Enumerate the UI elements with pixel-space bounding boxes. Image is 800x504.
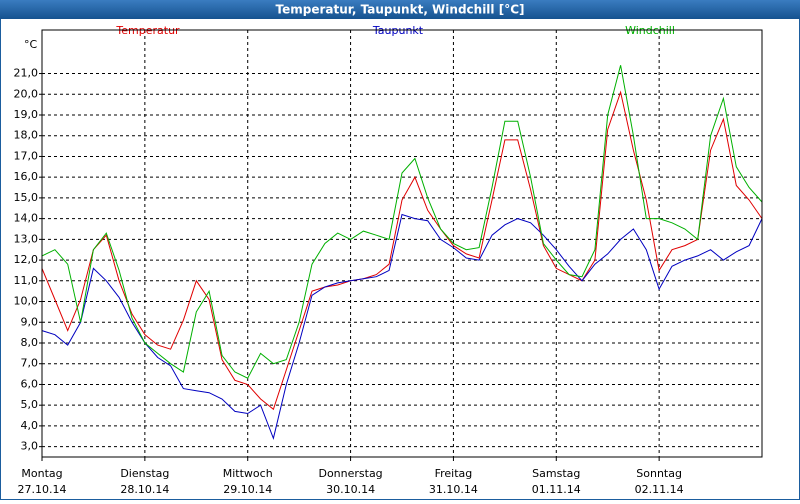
- x-tick-date: 29.10.14: [223, 483, 272, 496]
- chart-title: Temperatur, Taupunkt, Windchill [°C]: [276, 3, 525, 17]
- y-tick-label: 5,0: [21, 398, 39, 411]
- y-tick-label: 18,0: [14, 129, 39, 142]
- y-tick-label: 16,0: [14, 170, 39, 183]
- y-tick-label: 19,0: [14, 108, 39, 121]
- y-unit: °C: [24, 38, 38, 51]
- x-tick-label: Mittwoch: [223, 467, 273, 480]
- y-tick-label: 15,0: [14, 191, 39, 204]
- x-tick-date: 31.10.14: [429, 483, 478, 496]
- x-tick-label: Montag: [21, 467, 62, 480]
- series-line: [41, 213, 763, 440]
- y-tick-label: 14,0: [14, 212, 39, 225]
- y-tick-label: 8,0: [21, 336, 39, 349]
- series-line: [41, 65, 763, 379]
- y-tick-label: 21,0: [14, 67, 39, 80]
- x-tick-date: 28.10.14: [120, 483, 169, 496]
- y-tick-label: 3,0: [21, 440, 39, 453]
- x-tick-date: 01.11.14: [532, 483, 581, 496]
- x-tick-date: 02.11.14: [635, 483, 684, 496]
- x-tick-label: Freitag: [435, 467, 473, 480]
- x-tick-label: Dienstag: [120, 467, 169, 480]
- y-tick-label: 13,0: [14, 232, 39, 245]
- x-tick-label: Samstag: [532, 467, 580, 480]
- x-tick-date: 27.10.14: [18, 483, 67, 496]
- title-bar: [0, 0, 800, 19]
- y-tick-label: 17,0: [14, 149, 39, 162]
- x-tick-label: Donnerstag: [318, 467, 382, 480]
- y-tick-label: 7,0: [21, 357, 39, 370]
- x-tick-label: Sonntag: [636, 467, 682, 480]
- y-tick-label: 10,0: [14, 295, 39, 308]
- series-line: [41, 90, 763, 411]
- y-tick-label: 12,0: [14, 253, 39, 266]
- x-tick-date: 30.10.14: [326, 483, 375, 496]
- y-tick-label: 9,0: [21, 315, 39, 328]
- y-tick-label: 20,0: [14, 87, 39, 100]
- y-tick-label: 4,0: [21, 419, 39, 432]
- y-tick-label: 11,0: [14, 274, 39, 287]
- plot-border: [41, 29, 763, 458]
- y-tick-label: 6,0: [21, 377, 39, 390]
